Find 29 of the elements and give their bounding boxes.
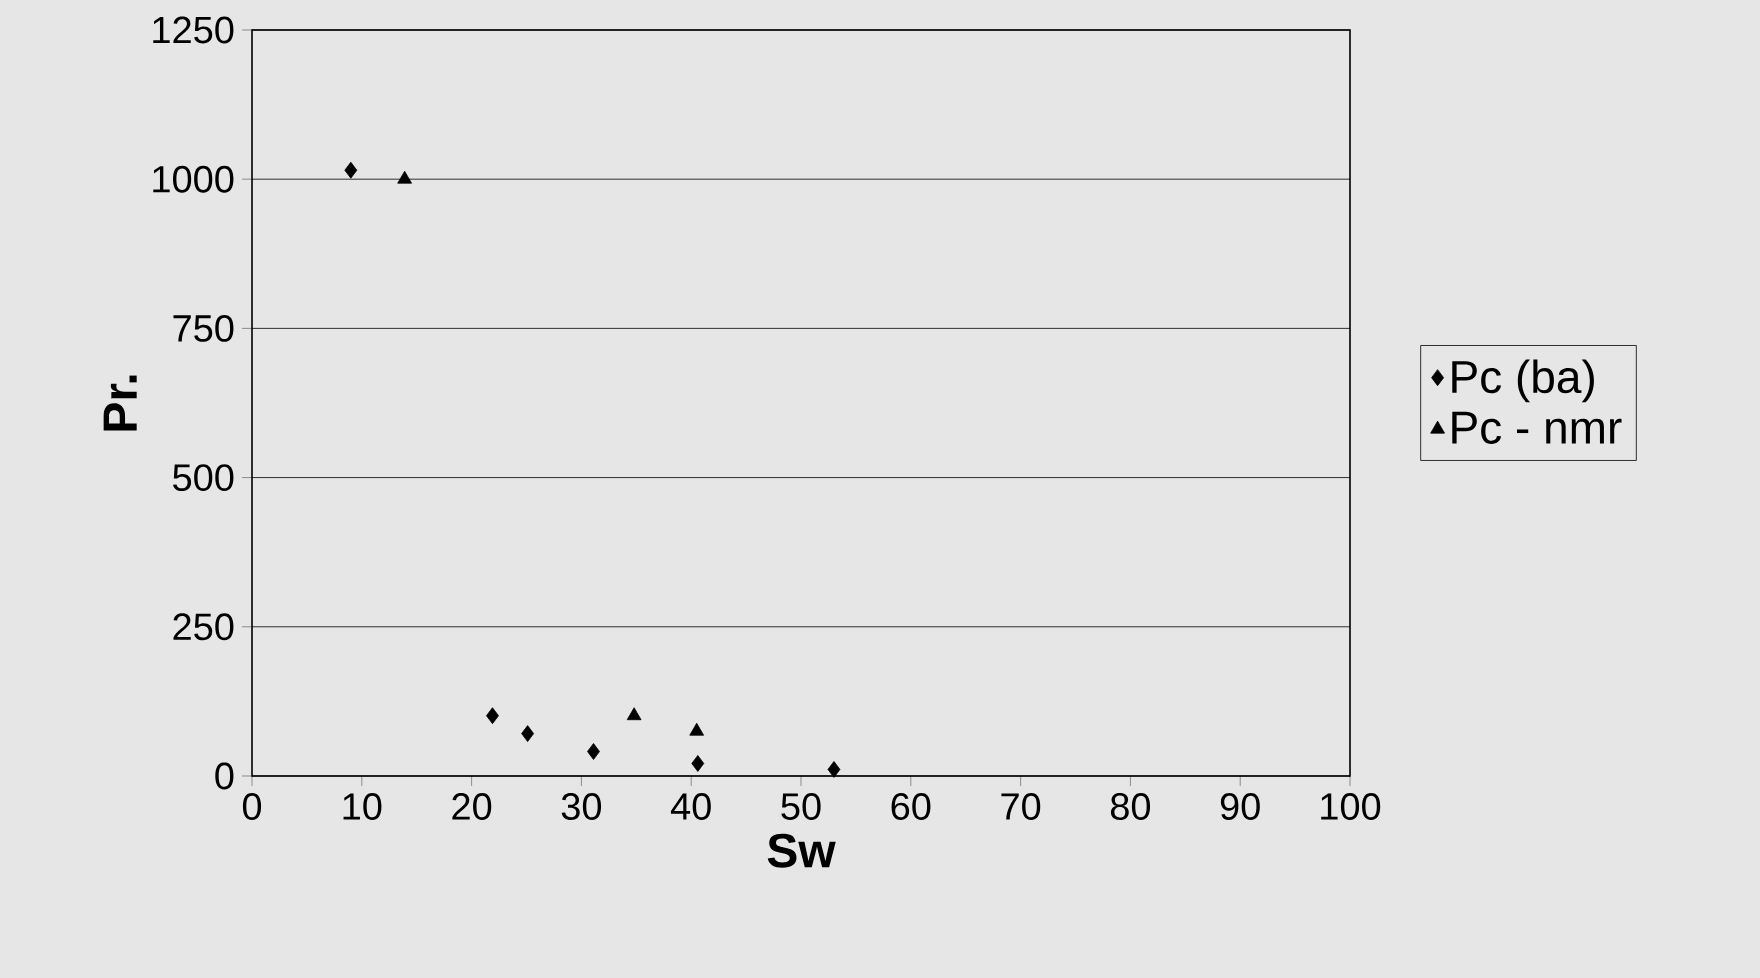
x-tick-label: 30 [561,793,602,820]
point [626,707,642,721]
y-tick-label: 250 [173,613,234,641]
legend-label: Pc - nmr [1452,411,1622,444]
x-tick-label: 40 [670,793,711,820]
point [587,743,600,760]
x-tick-label: 20 [452,793,492,820]
x-tick-label: 10 [343,793,382,820]
x-tick-label: 90 [1220,793,1260,820]
x-tick-label: 50 [781,793,821,820]
point [397,170,412,184]
y-axis-title: Pr. [103,375,137,431]
y-tick-label: 1000 [153,165,234,193]
point [344,161,358,179]
point [691,755,705,772]
y-tick-label: 1250 [153,16,234,44]
legend-label: Pc (ba) [1452,359,1594,403]
x-tick-label: 70 [1001,793,1041,820]
x-tick-label: 100 [1321,793,1381,820]
x-tick-label: 80 [1110,793,1151,820]
x-tick-label: 60 [891,793,931,820]
y-tick-label: 0 [215,762,234,790]
point [827,761,841,778]
x-tick-label: 0 [242,793,262,820]
x-axis-title: Sw [767,833,836,868]
point [486,707,499,725]
y-tick-label: 500 [173,464,234,492]
point [521,725,535,743]
y-tick-label: 750 [173,314,234,342]
